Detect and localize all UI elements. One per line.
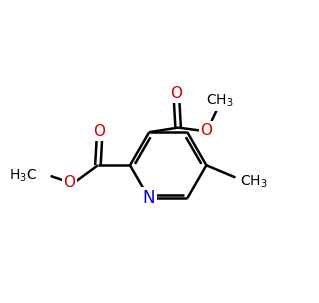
Text: O: O [171,86,182,101]
Text: O: O [201,123,212,138]
Text: CH$_3$: CH$_3$ [205,93,233,109]
Text: H$_3$C: H$_3$C [9,168,37,184]
Text: N: N [143,189,155,207]
Text: O: O [93,124,106,139]
Text: O: O [63,175,76,190]
Text: CH$_3$: CH$_3$ [240,174,268,190]
